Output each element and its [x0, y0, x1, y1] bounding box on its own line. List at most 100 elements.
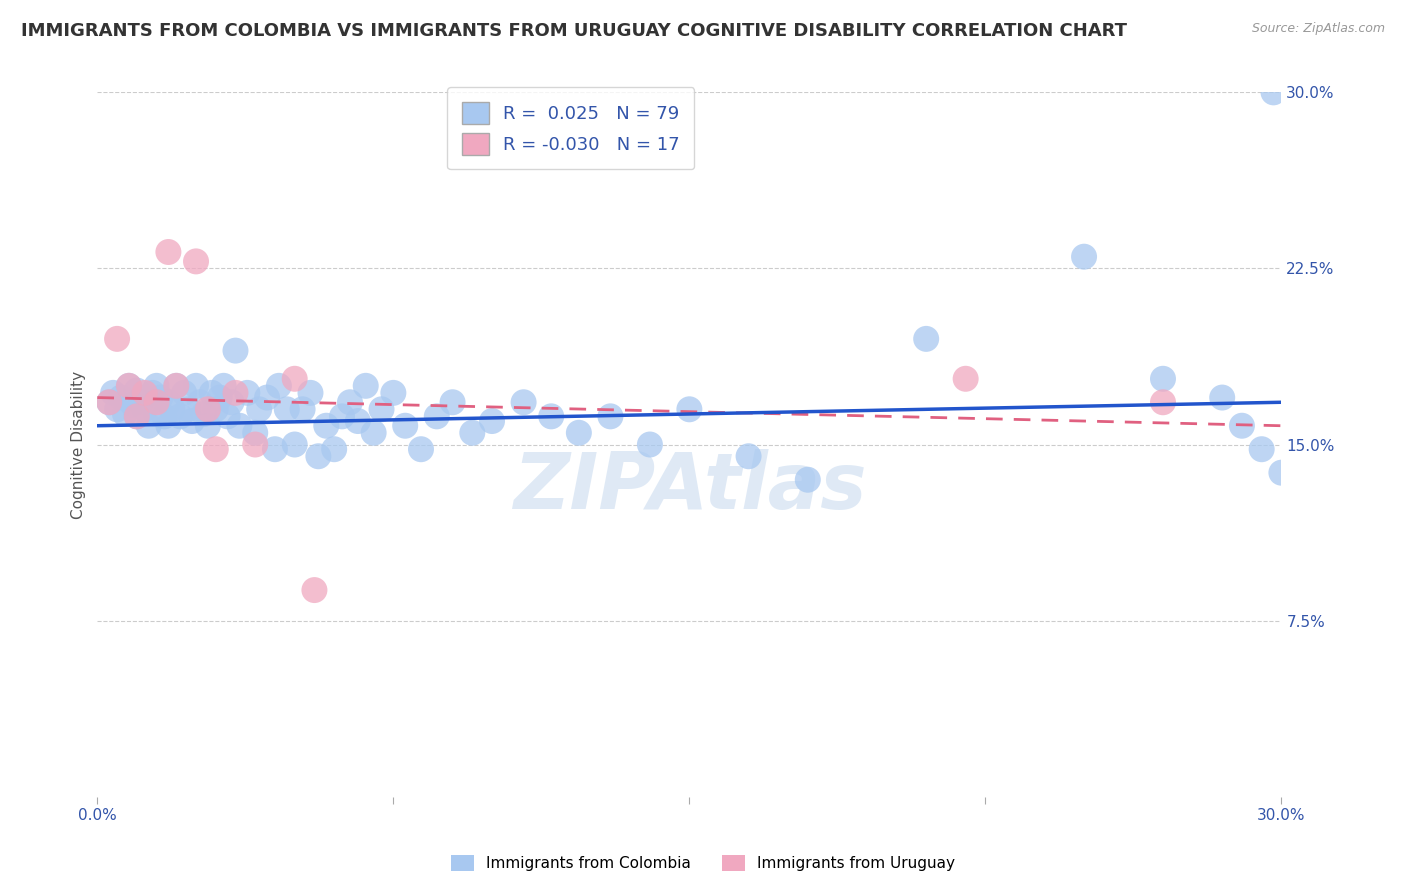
Point [165, 379, 187, 393]
Point [157, 245, 180, 260]
Point [98, 395, 121, 409]
Point [264, 442, 287, 457]
Point [118, 379, 141, 393]
Point [165, 379, 187, 393]
Point [354, 379, 377, 393]
Text: IMMIGRANTS FROM COLOMBIA VS IMMIGRANTS FROM URUGUAY COGNITIVE DISABILITY CORRELA: IMMIGRANTS FROM COLOMBIA VS IMMIGRANTS F… [21, 22, 1128, 40]
Point [363, 425, 385, 440]
Point [267, 379, 290, 393]
Point [157, 418, 180, 433]
Point [1211, 391, 1233, 405]
Point [678, 402, 700, 417]
Point [138, 418, 160, 433]
Legend: Immigrants from Colombia, Immigrants from Uruguay: Immigrants from Colombia, Immigrants fro… [446, 849, 960, 877]
Point [228, 418, 250, 433]
Point [256, 391, 278, 405]
Point [382, 385, 405, 400]
Point [394, 418, 416, 433]
Point [1263, 86, 1285, 100]
Point [153, 409, 176, 424]
Point [481, 414, 503, 428]
Point [307, 449, 329, 463]
Point [142, 385, 165, 400]
Point [224, 343, 246, 358]
Point [105, 332, 128, 346]
Point [426, 409, 449, 424]
Point [204, 442, 226, 457]
Text: Source: ZipAtlas.com: Source: ZipAtlas.com [1251, 22, 1385, 36]
Point [110, 391, 132, 405]
Legend: R =  0.025   N = 79, R = -0.030   N = 17: R = 0.025 N = 79, R = -0.030 N = 17 [447, 87, 695, 169]
Point [157, 395, 180, 409]
Point [105, 402, 128, 417]
Point [299, 385, 322, 400]
Point [217, 409, 239, 424]
Point [125, 384, 148, 398]
Point [201, 385, 224, 400]
Point [224, 385, 246, 400]
Point [208, 391, 231, 405]
Point [122, 398, 145, 412]
Point [1250, 442, 1272, 457]
Point [512, 395, 534, 409]
Point [169, 409, 191, 424]
Point [98, 395, 121, 409]
Point [118, 379, 141, 393]
Point [125, 409, 148, 424]
Point [330, 409, 353, 424]
Point [1073, 250, 1095, 264]
Point [461, 425, 484, 440]
Point [797, 473, 820, 487]
Point [204, 402, 226, 417]
Point [1230, 418, 1253, 433]
Point [915, 332, 938, 346]
Point [245, 437, 267, 451]
Point [236, 385, 259, 400]
Point [134, 402, 156, 417]
Point [339, 395, 361, 409]
Point [409, 442, 432, 457]
Point [173, 385, 195, 400]
Point [276, 402, 298, 417]
Point [125, 409, 148, 424]
Point [315, 418, 337, 433]
Point [568, 425, 591, 440]
Point [145, 395, 167, 409]
Point [737, 449, 759, 463]
Point [177, 402, 200, 417]
Point [197, 418, 219, 433]
Point [1270, 466, 1292, 480]
Point [134, 385, 156, 400]
Point [247, 402, 270, 417]
Point [129, 395, 152, 409]
Point [193, 407, 215, 421]
Point [101, 385, 124, 400]
Point [284, 372, 307, 386]
Point [114, 407, 136, 421]
Point [1152, 395, 1174, 409]
Point [184, 379, 207, 393]
Point [1152, 372, 1174, 386]
Point [197, 402, 219, 417]
Point [955, 372, 977, 386]
Point [347, 414, 370, 428]
Point [184, 254, 207, 268]
Point [323, 442, 346, 457]
Point [441, 395, 464, 409]
Point [540, 409, 562, 424]
Point [599, 409, 621, 424]
Point [304, 583, 326, 598]
Point [149, 391, 172, 405]
Point [145, 407, 167, 421]
Y-axis label: Cognitive Disability: Cognitive Disability [72, 370, 86, 518]
Point [145, 379, 167, 393]
Point [638, 437, 661, 451]
Point [284, 437, 307, 451]
Point [245, 425, 267, 440]
Point [188, 395, 211, 409]
Point [162, 402, 184, 417]
Point [212, 379, 235, 393]
Point [181, 414, 204, 428]
Point [221, 395, 243, 409]
Point [291, 402, 314, 417]
